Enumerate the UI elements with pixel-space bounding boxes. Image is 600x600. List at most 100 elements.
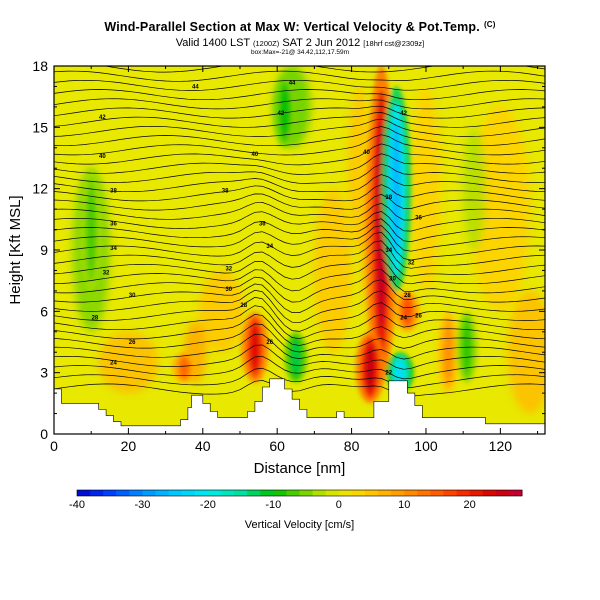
theta-contour [54, 240, 545, 269]
contour-label: 28 [92, 315, 99, 321]
x-tick-label: 60 [269, 438, 285, 454]
updraft-core [403, 298, 412, 325]
contour-label: 42 [99, 115, 106, 121]
contour-label: 30 [225, 287, 232, 293]
x-tick-label: 120 [489, 438, 513, 454]
colorbar-swatch [430, 490, 444, 496]
contour-label: 36 [259, 221, 266, 227]
colorbar-swatch [351, 490, 366, 496]
downdraft-core [395, 359, 405, 386]
field-blob [411, 86, 441, 291]
theta-contours [54, 66, 545, 397]
contour-label: 34 [110, 246, 117, 252]
x-tick-label: 0 [50, 438, 58, 454]
colorbar-tick-label: -40 [69, 499, 85, 511]
theta-contour [54, 380, 545, 397]
colorbar-tick-label: -20 [200, 499, 216, 511]
colorbar: -40 -30 -20 -10 0 10 20 Vertical Velocity [cm/s… [69, 489, 523, 531]
contour-label: 44 [192, 84, 199, 90]
colorbar-title: Vertical Velocity [cm/s] [245, 519, 354, 531]
colorbar-swatch [155, 490, 170, 496]
colorbar-tick-label: 10 [398, 499, 410, 511]
colorbar-swatch [168, 490, 183, 496]
theta-contour [54, 118, 545, 137]
colorbar-swatch [260, 490, 274, 496]
contour-label: 30 [129, 293, 136, 299]
theta-contour [54, 279, 545, 313]
theta-contour [54, 305, 545, 340]
theta-contour [54, 296, 545, 332]
colorbar-swatch [404, 490, 418, 496]
y-tick-label: 0 [40, 426, 48, 442]
valid-time-line: Valid 1400 LST (1200Z) SAT 2 Jun 2012 [1… [175, 37, 425, 49]
contour-label: 34 [266, 244, 273, 250]
theta-contour [54, 333, 545, 360]
theta-contour [54, 268, 545, 303]
contour-label: 40 [252, 152, 259, 158]
updraft-core [180, 357, 189, 378]
contour-label: 26 [415, 313, 422, 319]
field-blob [470, 106, 531, 312]
contour-label: 38 [110, 189, 117, 195]
contour-label: 32 [225, 266, 232, 272]
theta-contour [54, 79, 545, 91]
contour-label: 44 [289, 80, 296, 86]
colorbar-swatch [207, 490, 222, 496]
theta-contour [54, 258, 545, 292]
theta-contour [54, 211, 545, 232]
field-blob [314, 188, 352, 353]
colorbar-swatch [378, 490, 392, 496]
contour-label: 40 [363, 150, 370, 156]
theta-contour [54, 225, 545, 252]
contour-label: 38 [222, 189, 229, 195]
theta-contour [54, 289, 545, 324]
theta-contour [54, 184, 545, 202]
theta-contour [54, 193, 545, 211]
plot-area: 44 44 42 42 42 40 40 40 38 38 38 36 36 36 34 34 34 32 32 32… [54, 66, 545, 434]
colorbar-swatch [456, 490, 471, 496]
colorbar-swatch [103, 490, 117, 496]
contour-label: 42 [400, 111, 407, 117]
theta-contour [54, 134, 545, 156]
theta-contour [54, 143, 545, 166]
colorbar-swatch [90, 490, 104, 496]
y-tick-label: 12 [32, 181, 48, 197]
theta-contour [54, 153, 545, 175]
x-tick-label: 20 [121, 438, 137, 454]
colorbar-swatch [247, 490, 261, 496]
colorbar-frame [76, 489, 523, 497]
theta-contour [54, 105, 545, 119]
colorbar-swatch [299, 490, 314, 496]
theta-contour [54, 163, 545, 184]
colorbar-swatch [312, 490, 327, 496]
contour-label: 28 [404, 293, 411, 299]
theta-contour [54, 344, 545, 370]
theta-contour [54, 202, 545, 221]
theta-contour [54, 174, 545, 193]
colorbar-swatch [77, 490, 91, 496]
colorbar-tick-label: 20 [464, 499, 476, 511]
colorbar-swatch [495, 490, 510, 496]
field-blob [98, 331, 159, 394]
downdraft-core [87, 189, 95, 270]
updraft-core [444, 325, 453, 379]
field-blob [199, 270, 244, 353]
colorbar-swatch [181, 490, 196, 496]
colorbar-tick-label: -10 [265, 499, 281, 511]
field-blob [507, 290, 545, 414]
theta-contour [54, 367, 545, 389]
colorbar-swatch [417, 490, 431, 496]
theta-contour [54, 249, 545, 280]
theta-contour [54, 126, 545, 147]
contour-label: 30 [389, 277, 396, 283]
contour-label: 32 [103, 270, 110, 276]
contour-label: 36 [415, 215, 422, 221]
y-tick-label: 3 [40, 365, 48, 381]
theta-contour [101, 66, 545, 73]
x-axis-title: Distance [nm] [254, 460, 346, 477]
contour-label: 42 [278, 111, 285, 117]
colorbar-swatch [482, 490, 497, 496]
colorbar-swatch [364, 490, 379, 496]
